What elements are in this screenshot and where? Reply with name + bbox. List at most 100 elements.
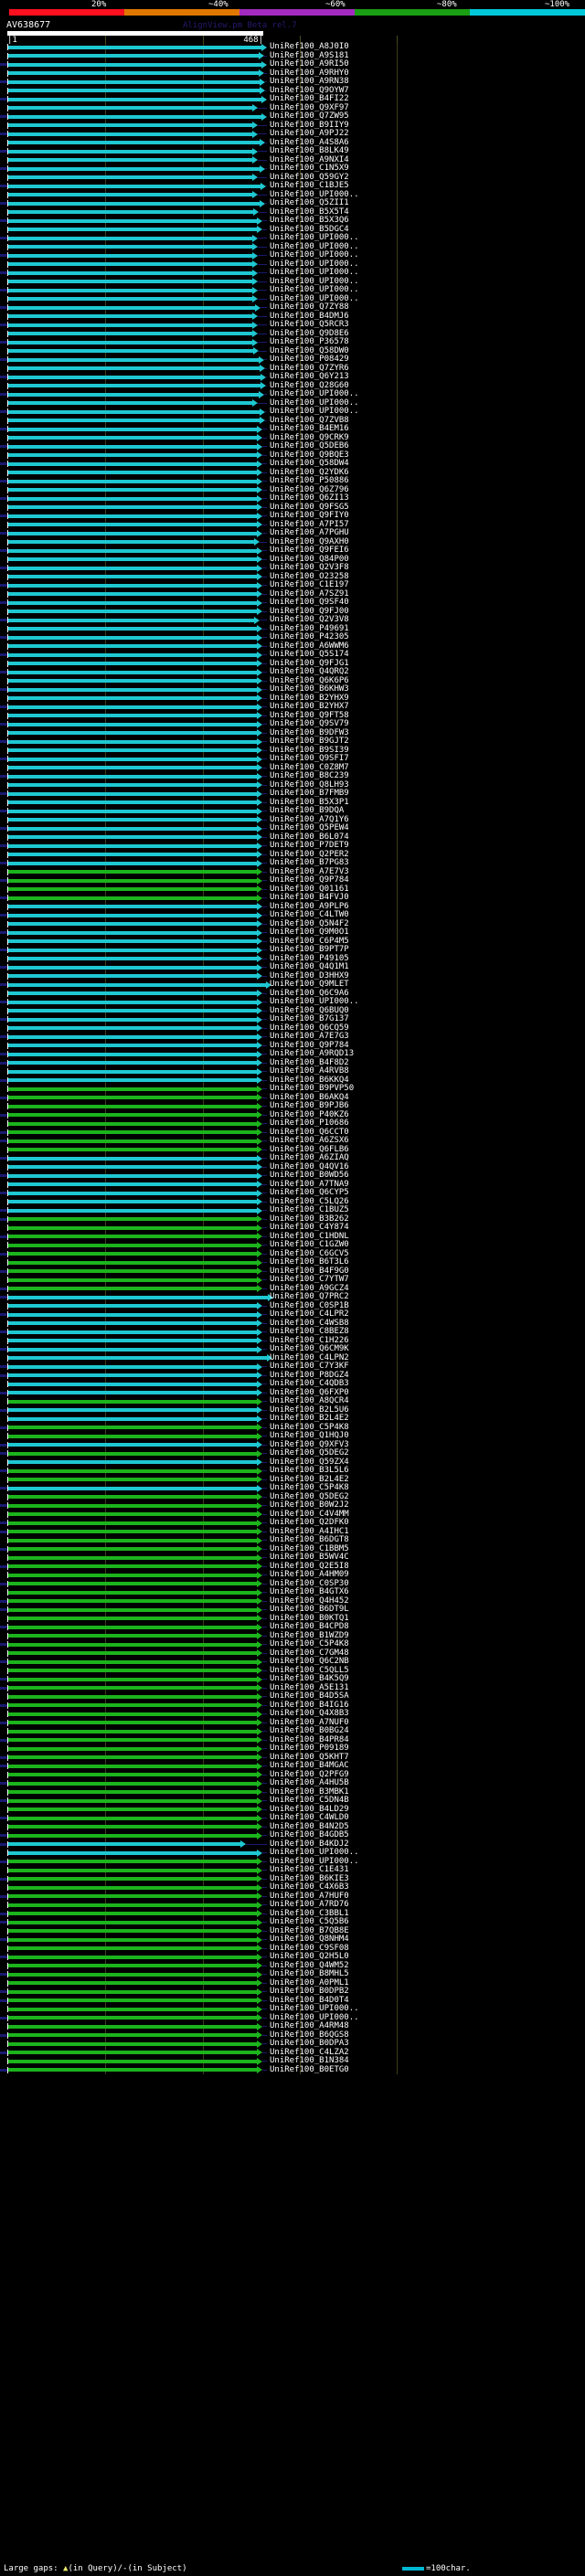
hit-row[interactable]: UniRef100_A9RI50 xyxy=(0,59,585,69)
hit-bar[interactable] xyxy=(8,1113,257,1117)
hit-label[interactable]: UniRef100_B8C239 xyxy=(270,771,349,780)
hit-label[interactable]: UniRef100_Q4WM52 xyxy=(270,1960,349,1970)
hit-label[interactable]: UniRef100_P08429 xyxy=(270,355,349,364)
hit-row[interactable]: UniRef100_Q9FJG1 xyxy=(0,659,585,669)
hit-row[interactable]: UniRef100_B2L5U6 xyxy=(0,1405,585,1415)
hit-bar[interactable] xyxy=(8,1764,257,1768)
hit-label[interactable]: UniRef100_Q4X8B3 xyxy=(270,1709,349,1718)
hit-label[interactable]: UniRef100_Q2YDK6 xyxy=(270,467,349,477)
hit-label[interactable]: UniRef100_B9GJT2 xyxy=(270,737,349,746)
hit-bar[interactable] xyxy=(8,523,257,526)
hit-bar[interactable] xyxy=(8,1617,257,1620)
hit-row[interactable]: UniRef100_C1BJE5 xyxy=(0,181,585,191)
hit-bar[interactable] xyxy=(8,1017,257,1022)
hit-bar[interactable] xyxy=(8,679,257,683)
hit-row[interactable]: UniRef100_B9DFW3 xyxy=(0,728,585,738)
hit-row[interactable]: UniRef100_Q7PRC2 xyxy=(0,1292,585,1302)
hit-bar[interactable] xyxy=(8,444,257,449)
hit-bar[interactable] xyxy=(8,1807,257,1811)
hit-bar[interactable] xyxy=(8,1651,257,1655)
hit-row[interactable]: UniRef100_Q9CRK9 xyxy=(0,433,585,443)
hit-label[interactable]: UniRef100_Q9FEI6 xyxy=(270,546,349,555)
hit-bar[interactable] xyxy=(8,1044,257,1047)
hit-row[interactable]: UniRef100_C0Z8M7 xyxy=(0,763,585,773)
hit-bar[interactable] xyxy=(8,610,257,613)
hit-label[interactable]: UniRef100_A7E7G3 xyxy=(270,1032,349,1041)
hit-row[interactable]: UniRef100_P49691 xyxy=(0,624,585,634)
hit-row[interactable]: UniRef100_Q9MLET xyxy=(0,980,585,990)
hit-row[interactable]: UniRef100_B1WZD9 xyxy=(0,1631,585,1641)
hit-label[interactable]: UniRef100_Q28G60 xyxy=(270,380,349,390)
hit-row[interactable]: UniRef100_C7YTW7 xyxy=(0,1275,585,1285)
hit-bar[interactable] xyxy=(8,1243,257,1247)
hit-bar[interactable] xyxy=(8,757,257,761)
hit-row[interactable]: UniRef100_C5QLL5 xyxy=(0,1666,585,1676)
hit-label[interactable]: UniRef100_Q2H5L0 xyxy=(270,1952,349,1961)
hit-row[interactable]: UniRef100_A9NXI4 xyxy=(0,155,585,165)
hit-row[interactable]: UniRef100_B0BG24 xyxy=(0,1726,585,1736)
hit-row[interactable]: UniRef100_C4LTW0 xyxy=(0,910,585,920)
hit-row[interactable]: UniRef100_B8C239 xyxy=(0,771,585,781)
hit-label[interactable]: UniRef100_B7PG83 xyxy=(270,858,349,867)
hit-label[interactable]: UniRef100_Q58DW4 xyxy=(270,459,349,468)
hit-row[interactable]: UniRef100_B0DPA3 xyxy=(0,2039,585,2049)
hit-label[interactable]: UniRef100_A4RM48 xyxy=(270,2021,349,2030)
hit-row[interactable]: UniRef100_A7Q1Y6 xyxy=(0,815,585,825)
hit-label[interactable]: UniRef100_A9PJ22 xyxy=(270,129,349,138)
hit-bar[interactable] xyxy=(8,1277,257,1282)
hit-row[interactable]: UniRef100_Q6BUQ0 xyxy=(0,1006,585,1016)
hit-label[interactable]: UniRef100_B2L4E2 xyxy=(270,1474,349,1484)
hit-row[interactable]: UniRef100_Q84P00 xyxy=(0,555,585,565)
hit-label[interactable]: UniRef100_B2L4E2 xyxy=(270,1414,349,1423)
hit-bar[interactable] xyxy=(8,184,261,188)
hit-label[interactable]: UniRef100_Q5DEG2 xyxy=(270,1448,349,1458)
hit-bar[interactable] xyxy=(8,45,261,49)
hit-row[interactable]: UniRef100_B4LD29 xyxy=(0,1805,585,1815)
hit-label[interactable]: UniRef100_P8DGZ4 xyxy=(270,1370,349,1380)
hit-label[interactable]: UniRef100_C4WLD0 xyxy=(270,1813,349,1822)
hit-row[interactable]: UniRef100_Q9P784 xyxy=(0,1041,585,1051)
hit-row[interactable]: UniRef100_A4HU5B xyxy=(0,1778,585,1788)
hit-label[interactable]: UniRef100_B4MGAC xyxy=(270,1761,349,1770)
hit-bar[interactable] xyxy=(8,1225,257,1230)
hit-bar[interactable] xyxy=(8,62,261,67)
hit-label[interactable]: UniRef100_P40KZ6 xyxy=(270,1109,349,1119)
hit-row[interactable]: UniRef100_Q8LH93 xyxy=(0,780,585,790)
hit-row[interactable]: UniRef100_B0W2J2 xyxy=(0,1500,585,1511)
hit-label[interactable]: UniRef100_C4Y874 xyxy=(270,1223,349,1232)
hit-row[interactable]: UniRef100_A6ZSX6 xyxy=(0,1136,585,1146)
hit-label[interactable]: UniRef100_B4CPD8 xyxy=(270,1622,349,1631)
hit-label[interactable]: UniRef100_B6KKQ4 xyxy=(270,1075,349,1085)
hit-bar[interactable] xyxy=(8,1148,257,1151)
hit-label[interactable]: UniRef100_UPI000.. xyxy=(270,241,359,251)
hit-label[interactable]: UniRef100_Q9FSG5 xyxy=(270,502,349,512)
hit-row[interactable]: UniRef100_C4V4MM xyxy=(0,1510,585,1520)
hit-bar[interactable] xyxy=(8,1555,257,1560)
hit-bar[interactable] xyxy=(8,800,257,804)
hit-row[interactable]: UniRef100_P40KZ6 xyxy=(0,1109,585,1120)
hit-row[interactable]: UniRef100_C9SF08 xyxy=(0,1944,585,1954)
hit-label[interactable]: UniRef100_B7QB8E xyxy=(270,1925,349,1935)
hit-row[interactable]: UniRef100_C5P4K8 xyxy=(0,1423,585,1433)
hit-row[interactable]: UniRef100_Q4QRQ2 xyxy=(0,667,585,677)
hit-bar[interactable] xyxy=(8,2041,257,2046)
hit-bar[interactable] xyxy=(8,870,257,874)
hit-label[interactable]: UniRef100_A7E7V3 xyxy=(270,866,349,876)
hit-row[interactable]: UniRef100_B4EM16 xyxy=(0,424,585,434)
hit-label[interactable]: UniRef100_B4FI22 xyxy=(270,94,349,103)
hit-bar[interactable] xyxy=(8,1009,257,1012)
hit-row[interactable]: UniRef100_UPI000.. xyxy=(0,1857,585,1867)
hit-bar[interactable] xyxy=(8,114,261,119)
hit-label[interactable]: UniRef100_B6AKQ4 xyxy=(270,1092,349,1102)
hit-label[interactable]: UniRef100_P36578 xyxy=(270,337,349,346)
hit-label[interactable]: UniRef100_B6L074 xyxy=(270,832,349,842)
hit-label[interactable]: UniRef100_A4HM09 xyxy=(270,1570,349,1579)
hit-label[interactable]: UniRef100_B0W2J2 xyxy=(270,1500,349,1510)
hit-bar[interactable] xyxy=(8,1937,257,1942)
hit-row[interactable]: UniRef100_B1N384 xyxy=(0,2056,585,2066)
hit-bar[interactable] xyxy=(8,453,257,457)
hit-row[interactable]: UniRef100_C4LPN2 xyxy=(0,1353,585,1363)
hit-label[interactable]: UniRef100_Q9FJ00 xyxy=(270,606,349,616)
hit-label[interactable]: UniRef100_B4K5Q9 xyxy=(270,1674,349,1683)
hit-label[interactable]: UniRef100_Q5PEW4 xyxy=(270,823,349,832)
